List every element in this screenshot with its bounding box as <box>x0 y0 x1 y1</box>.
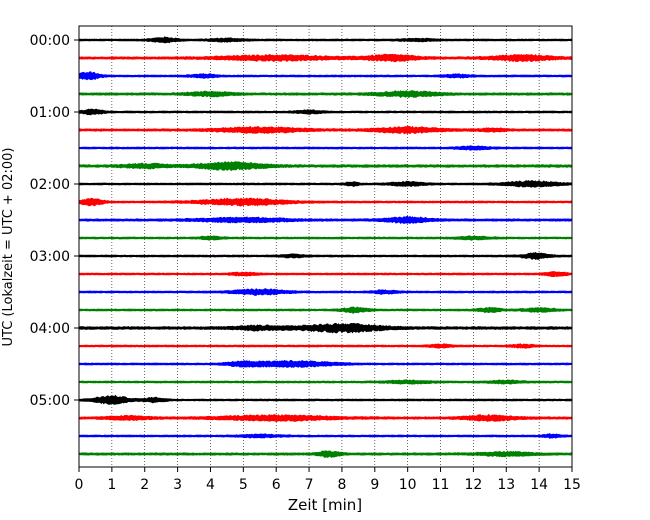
trace-row <box>78 359 573 368</box>
trace-row <box>78 161 573 171</box>
trace-row <box>78 394 573 405</box>
trace-row <box>78 379 573 385</box>
trace-row <box>78 235 573 241</box>
x-tick-label: 6 <box>272 477 281 493</box>
x-tick-label: 15 <box>563 477 581 493</box>
y-tick-label: 03:00 <box>30 249 70 265</box>
x-tick-label: 4 <box>206 477 215 493</box>
trace-row <box>78 306 573 314</box>
trace-row <box>78 36 573 44</box>
trace-row <box>78 71 573 81</box>
x-axis-label: Zeit [min] <box>288 496 362 514</box>
x-tick-label: 8 <box>337 477 346 493</box>
x-tick-label: 9 <box>370 477 379 493</box>
trace-row <box>78 179 573 188</box>
x-tick-label: 0 <box>75 477 84 493</box>
x-axis-ticks: 0 1 2 3 4 5 6 7 8 9 10 11 12 13 14 15 <box>75 467 581 493</box>
y-tick-label: 05:00 <box>30 393 70 409</box>
y-tick-label: 02:00 <box>30 177 70 193</box>
trace-series <box>78 36 573 459</box>
y-axis-label: UTC (Lokalzeit = UTC + 02:00) <box>1 148 16 347</box>
x-tick-label: 2 <box>140 477 149 493</box>
trace-row <box>78 215 573 225</box>
trace-row <box>78 322 573 334</box>
x-tick-label: 11 <box>432 477 450 493</box>
plot-frame <box>78 25 573 468</box>
x-tick-label: 12 <box>464 477 482 493</box>
y-axis-ticks: 00:00 01:00 02:00 03:00 04:00 05:00 <box>30 33 79 409</box>
trace-row <box>78 90 573 99</box>
trace-row <box>78 450 573 459</box>
x-tick-label: 3 <box>173 477 182 493</box>
x-tick-label: 10 <box>399 477 417 493</box>
trace-row <box>78 433 573 439</box>
trace-row <box>78 125 573 135</box>
trace-row <box>78 145 573 151</box>
x-tick-label: 5 <box>239 477 248 493</box>
y-tick-label: 04:00 <box>30 321 70 337</box>
trace-row <box>78 343 573 349</box>
trace-row <box>78 251 573 260</box>
trace-row <box>78 53 573 63</box>
trace-row <box>78 413 573 423</box>
y-tick-label: 01:00 <box>30 105 70 121</box>
trace-row <box>78 108 573 116</box>
x-tick-label: 13 <box>497 477 515 493</box>
x-tick-label: 14 <box>530 477 548 493</box>
trace-row <box>78 270 573 278</box>
x-tick-label: 1 <box>107 477 116 493</box>
trace-row <box>78 197 573 207</box>
x-tick-label: 7 <box>305 477 314 493</box>
y-tick-label: 00:00 <box>30 33 70 49</box>
trace-row <box>78 288 573 296</box>
